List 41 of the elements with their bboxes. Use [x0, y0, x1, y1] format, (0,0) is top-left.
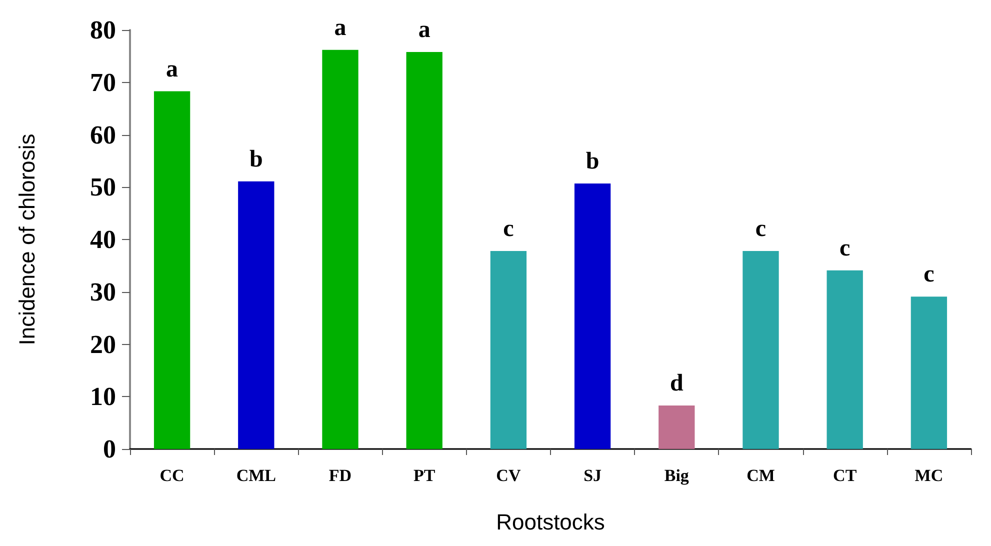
y-tick-label: 60 [90, 120, 116, 150]
x-tick-label: MC [914, 466, 944, 485]
x-tick-label: CC [160, 466, 184, 485]
x-tick-label: CT [833, 466, 858, 485]
data-label: b [249, 146, 263, 172]
x-tick-label: Big [664, 466, 690, 485]
bar [658, 406, 695, 449]
bar [574, 183, 611, 449]
y-tick-label: 80 [90, 16, 116, 44]
data-label: c [840, 235, 851, 262]
x-tick-label: PT [413, 466, 436, 485]
y-tick-label: 50 [90, 172, 116, 202]
y-tick-label: 70 [90, 68, 116, 97]
data-label: a [418, 17, 430, 43]
bar [238, 181, 274, 449]
bar [406, 52, 442, 449]
bar [742, 251, 779, 449]
data-label: c [924, 262, 935, 288]
bar [826, 270, 863, 449]
x-tick-label: SJ [584, 466, 602, 485]
bar [910, 296, 948, 449]
data-label: c [755, 216, 766, 242]
x-tick-label: CM [746, 466, 775, 485]
data-label: d [670, 370, 684, 397]
y-tick-label: 0 [103, 434, 116, 464]
x-tick-label: CV [496, 466, 522, 485]
data-label: a [334, 14, 346, 41]
data-label: b [586, 148, 600, 174]
bar [154, 91, 190, 449]
y-tick-label: 10 [90, 382, 116, 412]
bar [490, 251, 527, 449]
x-axis-title: Rootstocks [496, 510, 605, 534]
bar [322, 50, 358, 449]
data-label: c [503, 216, 514, 242]
y-axis-title: Incidence of chlorosis [14, 134, 40, 346]
y-tick-label: 30 [90, 277, 116, 306]
x-tick-label: FD [328, 466, 352, 485]
x-tick-label: CML [236, 466, 276, 485]
y-tick-label: 20 [90, 330, 116, 359]
data-label: a [166, 56, 178, 82]
y-tick-label: 40 [90, 225, 116, 254]
